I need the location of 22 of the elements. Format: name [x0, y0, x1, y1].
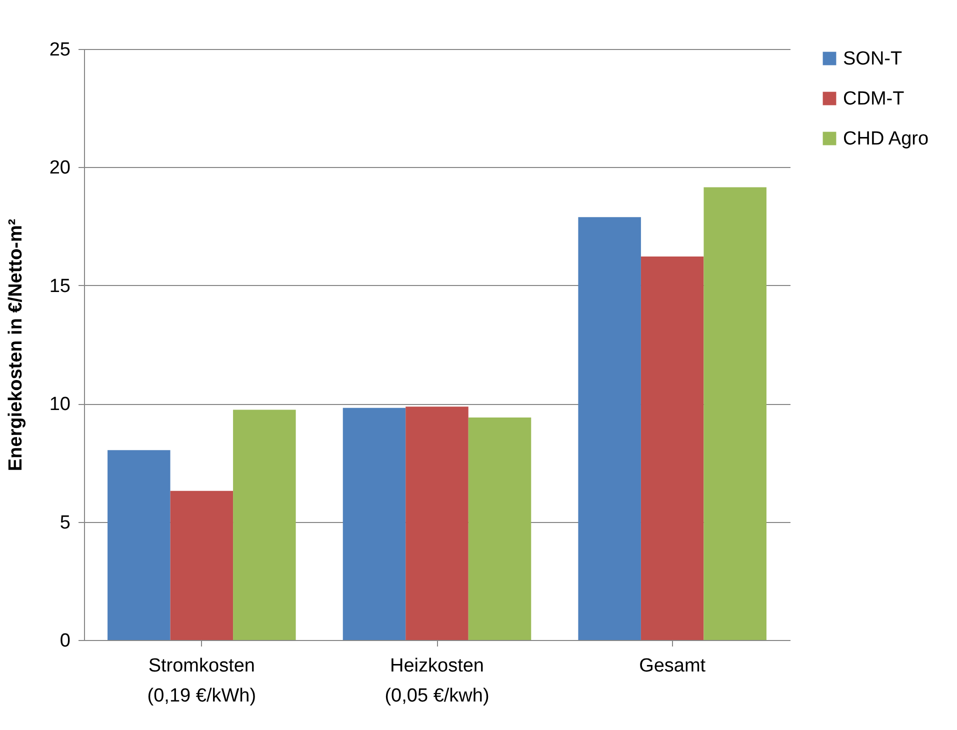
y-tick-label: 15 [49, 276, 70, 297]
bar [233, 410, 296, 640]
bar [468, 418, 532, 640]
y-tick-label: 5 [60, 512, 70, 534]
y-tick-label: 25 [49, 40, 70, 60]
legend-label: SON-T [843, 48, 902, 70]
y-tick-label: 20 [49, 158, 70, 179]
y-tick-label: 10 [49, 394, 70, 416]
bar [406, 406, 468, 640]
y-axis-title: Energiekosten in €/Netto-m² [5, 218, 26, 472]
y-tick-label: 0 [60, 630, 70, 652]
bar [578, 217, 641, 640]
legend-label: CHD Agro [843, 128, 929, 150]
bar [704, 187, 766, 640]
legend-label: CDM-T [843, 88, 905, 110]
bar [170, 490, 234, 640]
x-tick-label: Stromkosten (0,19 €/kWh) [147, 656, 256, 706]
x-tick-label: Gesamt [639, 656, 706, 676]
bar [108, 450, 170, 640]
bar [342, 408, 406, 640]
bar [640, 256, 704, 640]
x-tick-label: Heizkosten (0,05 €/kwh) [384, 656, 490, 706]
